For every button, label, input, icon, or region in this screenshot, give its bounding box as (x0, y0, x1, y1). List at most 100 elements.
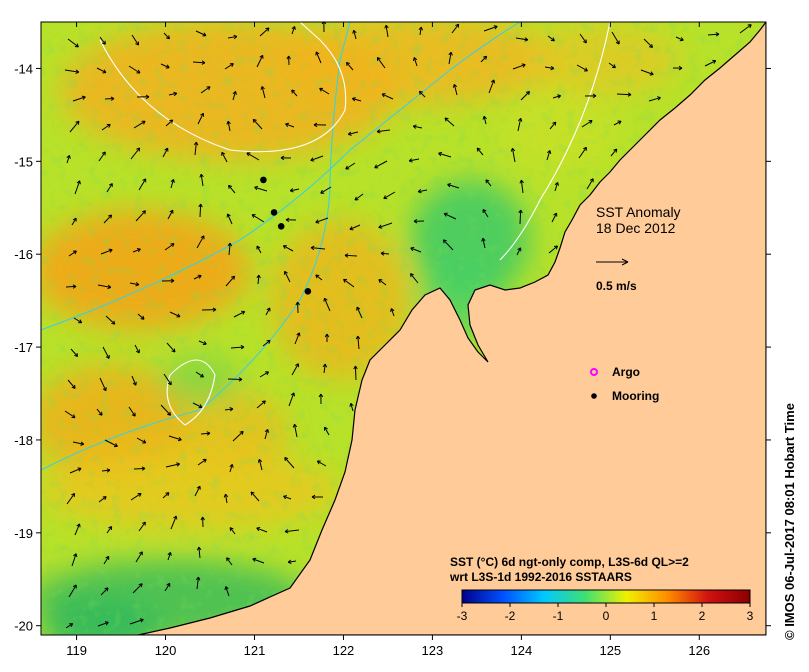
current-scale-label: 0.5 m/s (596, 279, 637, 293)
current-vector (516, 247, 522, 256)
contour-lines (41, 22, 611, 471)
current-vector (138, 521, 146, 532)
current-vector (438, 151, 452, 158)
current-vector (260, 86, 266, 99)
current-vector (608, 62, 616, 69)
current-vector (376, 57, 386, 69)
current-vector (100, 248, 113, 255)
current-vector (510, 147, 516, 163)
current-vector (130, 492, 142, 501)
current-vector (488, 79, 496, 94)
current-vector (97, 621, 109, 627)
current-vector (480, 55, 488, 63)
current-vector (225, 275, 236, 287)
current-vector (193, 141, 199, 156)
colorbar-tick-label: 0 (603, 609, 610, 623)
current-vector (283, 270, 291, 283)
current-vector (316, 460, 327, 467)
current-vector (282, 245, 294, 252)
current-vector (137, 313, 145, 320)
x-tick-label: 121 (244, 643, 266, 658)
current-vector (133, 466, 146, 471)
current-vector (476, 147, 484, 156)
current-vector (227, 34, 238, 40)
current-vector (252, 557, 265, 564)
current-vector (67, 379, 76, 389)
current-vector (103, 555, 110, 565)
colorbar: -3 -2 -1 0 1 2 3 (457, 589, 754, 623)
y-tick-label: -18 (14, 433, 33, 448)
current-vector (265, 307, 271, 316)
current-vector (106, 183, 113, 193)
current-vector (200, 516, 205, 528)
current-vector (200, 86, 211, 94)
current-vector (71, 217, 77, 226)
current-vector (232, 90, 237, 101)
current-vector (168, 91, 178, 97)
land-polygon (137, 22, 766, 635)
argo-marker-icon (590, 368, 598, 376)
current-vector (160, 404, 172, 416)
mooring-point (270, 209, 278, 216)
current-vector (129, 618, 144, 625)
map-area (41, 22, 766, 635)
current-vector (192, 402, 203, 409)
current-vector (99, 377, 107, 392)
current-vector (549, 121, 557, 130)
caption-line-1: SST (°C) 6d ngt-only comp, L3S-6d QL>=2 (450, 555, 689, 569)
current-vector (544, 65, 555, 71)
current-vector (408, 158, 420, 163)
current-vector (98, 496, 107, 503)
current-vector (586, 178, 594, 190)
current-vector (311, 494, 324, 500)
current-vector (287, 559, 297, 565)
current-vector (284, 529, 300, 534)
current-vector (96, 408, 103, 416)
current-vector (520, 91, 530, 101)
current-vector (224, 63, 234, 70)
y-tick-label: -15 (14, 154, 33, 169)
current-vector (257, 458, 263, 471)
current-vector (295, 301, 300, 314)
current-vector (315, 217, 329, 224)
current-vector (343, 278, 355, 288)
mooring-point (304, 288, 312, 295)
current-vector (319, 87, 330, 95)
current-vector (485, 179, 492, 187)
current-vector (170, 515, 178, 530)
current-vector (68, 584, 77, 598)
x-tick-label: 125 (599, 643, 621, 658)
current-vector (195, 576, 201, 590)
legend-argo-label: Argo (612, 365, 640, 379)
current-vector (195, 371, 204, 378)
x-tick-label: 119 (66, 643, 87, 658)
current-vector (412, 57, 418, 67)
current-vector (229, 527, 236, 535)
current-vector (224, 407, 234, 412)
current-vector (196, 235, 205, 249)
current-vector (313, 122, 327, 128)
current-vector (380, 251, 390, 256)
current-vector (162, 147, 169, 158)
current-vector (129, 282, 140, 287)
current-vector (132, 583, 143, 594)
current-vector (65, 284, 77, 289)
current-vector (390, 308, 395, 317)
mooring-markers (260, 176, 312, 295)
colorbar-tick-label: -3 (457, 609, 468, 623)
current-vector (352, 29, 357, 40)
current-vector (356, 306, 363, 319)
current-vector (163, 32, 170, 40)
current-vector (68, 250, 77, 257)
y-axis: -14-15-16-17-18-19-20 (14, 61, 771, 634)
current-vector (315, 51, 322, 64)
current-vector (168, 435, 182, 442)
current-vector (447, 183, 460, 189)
current-vector (417, 188, 428, 194)
current-vector (73, 317, 83, 324)
current-vector (105, 315, 116, 325)
current-vector (226, 120, 231, 132)
current-vector (221, 151, 228, 163)
map-frame (40, 21, 767, 636)
current-vector (69, 467, 82, 474)
